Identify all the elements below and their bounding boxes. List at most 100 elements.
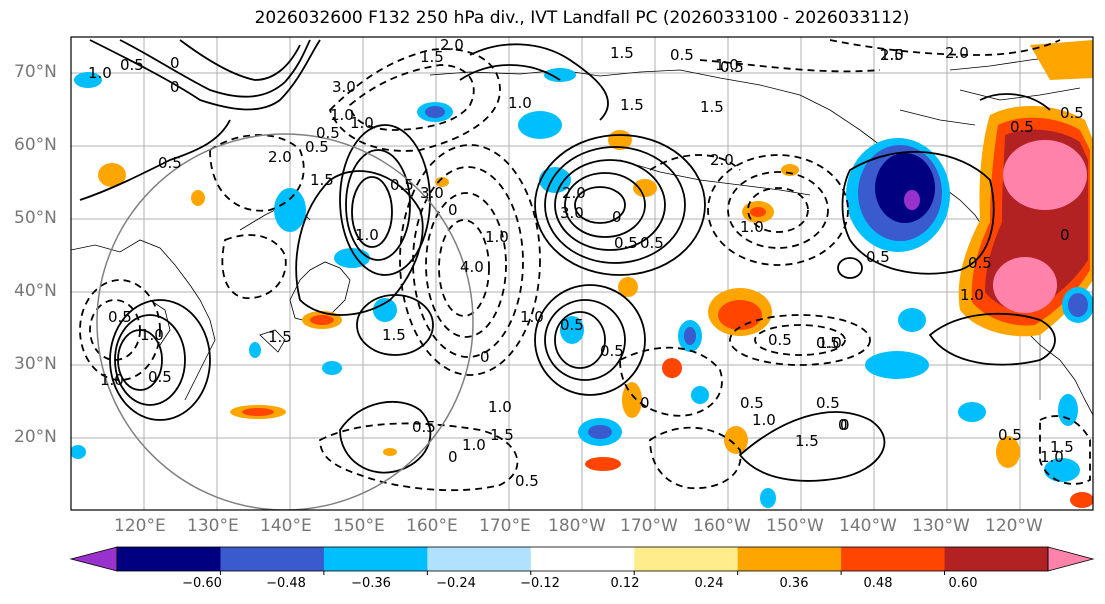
lon-label-170w: 170°W: [620, 516, 678, 536]
lon-label-150w: 150°W: [766, 516, 824, 536]
contour-label: 1.5: [620, 96, 644, 114]
lat-label-70n: 70°N: [14, 62, 57, 82]
lon-label-170e: 170°E: [479, 516, 531, 536]
colorbar-tick: −0.24: [436, 576, 476, 591]
contour-label: 1.0: [508, 94, 532, 112]
contour-label: 2.0: [268, 148, 292, 166]
colorbar-tick: 0.36: [779, 576, 809, 591]
contour-label: 0.5: [968, 254, 992, 272]
contour-label: 0.5: [866, 248, 890, 266]
lon-label-130w: 130°W: [912, 516, 970, 536]
contour-label: 1.5: [420, 48, 444, 66]
contour-label: 0.5: [816, 394, 840, 412]
lat-label-60n: 60°N: [14, 135, 57, 155]
contour-label: 1.0: [350, 114, 374, 132]
contour-label: 1.5: [610, 44, 634, 62]
lon-label-140w: 140°W: [839, 516, 897, 536]
ivt-shading: [71, 40, 1093, 508]
div-contours-positive: [79, 39, 1056, 482]
contour-label: 2.0: [440, 36, 464, 54]
contour-label: 0.5: [560, 316, 584, 334]
colorbar-swatch: [530, 547, 635, 571]
page-title: 2026032600 F132 250 hPa div., IVT Landfa…: [254, 8, 910, 28]
colorbar-swatch: [323, 547, 428, 571]
colorbar-swatch: [944, 547, 1049, 571]
contour-label: 0.5: [1010, 118, 1034, 136]
contour-label: 0.5: [316, 124, 340, 142]
lon-label-120w: 120°W: [985, 516, 1043, 536]
colorbar-swatch: [634, 547, 739, 571]
contour-label: 0.5: [148, 368, 172, 386]
contour-label: 1.0: [485, 228, 509, 246]
contour-label: 0.5: [120, 56, 144, 74]
contour-label: 0: [170, 54, 180, 72]
contour-label: 1.5: [700, 98, 724, 116]
contour-label: 4.0: [460, 258, 484, 276]
map-frame: [70, 36, 1094, 511]
contour-label: 1.0: [330, 106, 354, 124]
lat-label-30n: 30°N: [14, 354, 57, 374]
contour-label-group: 1.0 0.5 0.5 1.0 1.5 2.0 0.5 0 3.0 1.0 0.…: [88, 36, 1084, 490]
contour-label: 3.0: [560, 204, 584, 222]
contour-label: 0.5: [305, 138, 329, 156]
contour-label: 1.0: [818, 334, 842, 352]
gridlines: [71, 37, 1093, 510]
contour-label: 0: [448, 201, 458, 219]
contour-label: 1.5: [490, 426, 514, 444]
colorbar-extend-low: [69, 546, 118, 572]
lon-label-150e: 150°E: [333, 516, 385, 536]
lon-label-160e: 160°E: [406, 516, 458, 536]
colorbar: [69, 546, 1095, 575]
contour-label: 1.0: [715, 56, 739, 74]
colorbar-tick: −0.48: [266, 576, 306, 591]
contour-label: 0.5: [390, 176, 414, 194]
contour-label: 0.5: [108, 308, 132, 326]
contour-label: 1.5: [268, 328, 292, 346]
contour-label: 2.0: [945, 44, 969, 62]
contour-label: 0: [840, 416, 850, 434]
contour-label: 1.0: [1040, 448, 1064, 466]
contour-label: 0: [1060, 226, 1070, 244]
contour-label: 0.5: [640, 234, 664, 252]
contour-label: 0.5: [600, 342, 624, 360]
radius-circle: [96, 133, 474, 510]
contour-label: 1.0: [960, 286, 984, 304]
contour-label: 2.0: [710, 151, 734, 169]
colorbar-swatch: [220, 547, 325, 571]
title-wrap: 2026032600 F132 250 hPa div., IVT Landfa…: [0, 8, 1105, 28]
contour-label: 1.0: [752, 411, 776, 429]
lat-label-20n: 20°N: [14, 427, 57, 447]
colorbar-tick: 0.24: [694, 576, 724, 591]
contour-label: 1.5: [310, 171, 334, 189]
colorbar-swatch: [737, 547, 842, 571]
div-contours-negative: [79, 39, 1091, 492]
contour-label: 1.5: [795, 432, 819, 450]
contour-label: 0: [640, 394, 650, 412]
contour-label: 0.5: [998, 426, 1022, 444]
lat-label-50n: 50°N: [14, 208, 57, 228]
contour-label: 3.0: [332, 78, 356, 96]
contour-label: 0: [838, 416, 848, 434]
colorbar-swatch: [117, 547, 221, 571]
contour-label: 1.5: [1050, 438, 1074, 456]
colorbar-swatch: [427, 547, 532, 571]
contour-label: 0.5: [670, 46, 694, 64]
contour-label: 0.5: [614, 234, 638, 252]
contour-label: 0.5: [768, 331, 792, 349]
contour-label: 1.5: [880, 46, 904, 64]
lon-label-180w: 180°W: [548, 516, 606, 536]
contour-label: 1.0: [488, 398, 512, 416]
contour-label: 2.0: [880, 46, 904, 64]
colorbar-tick: −0.12: [520, 576, 560, 591]
contour-label: 0.5: [412, 418, 436, 436]
colorbar-tick: 0.12: [610, 576, 640, 591]
contour-label: 0.5: [1060, 104, 1084, 122]
colorbar-frame: [116, 546, 1049, 572]
colorbar-tick: 0.48: [863, 576, 893, 591]
colorbar-swatch: [841, 547, 946, 571]
lon-label-160w: 160°W: [693, 516, 751, 536]
colorbar-tick: 0.60: [948, 576, 978, 591]
contour-label: 0: [612, 208, 622, 226]
